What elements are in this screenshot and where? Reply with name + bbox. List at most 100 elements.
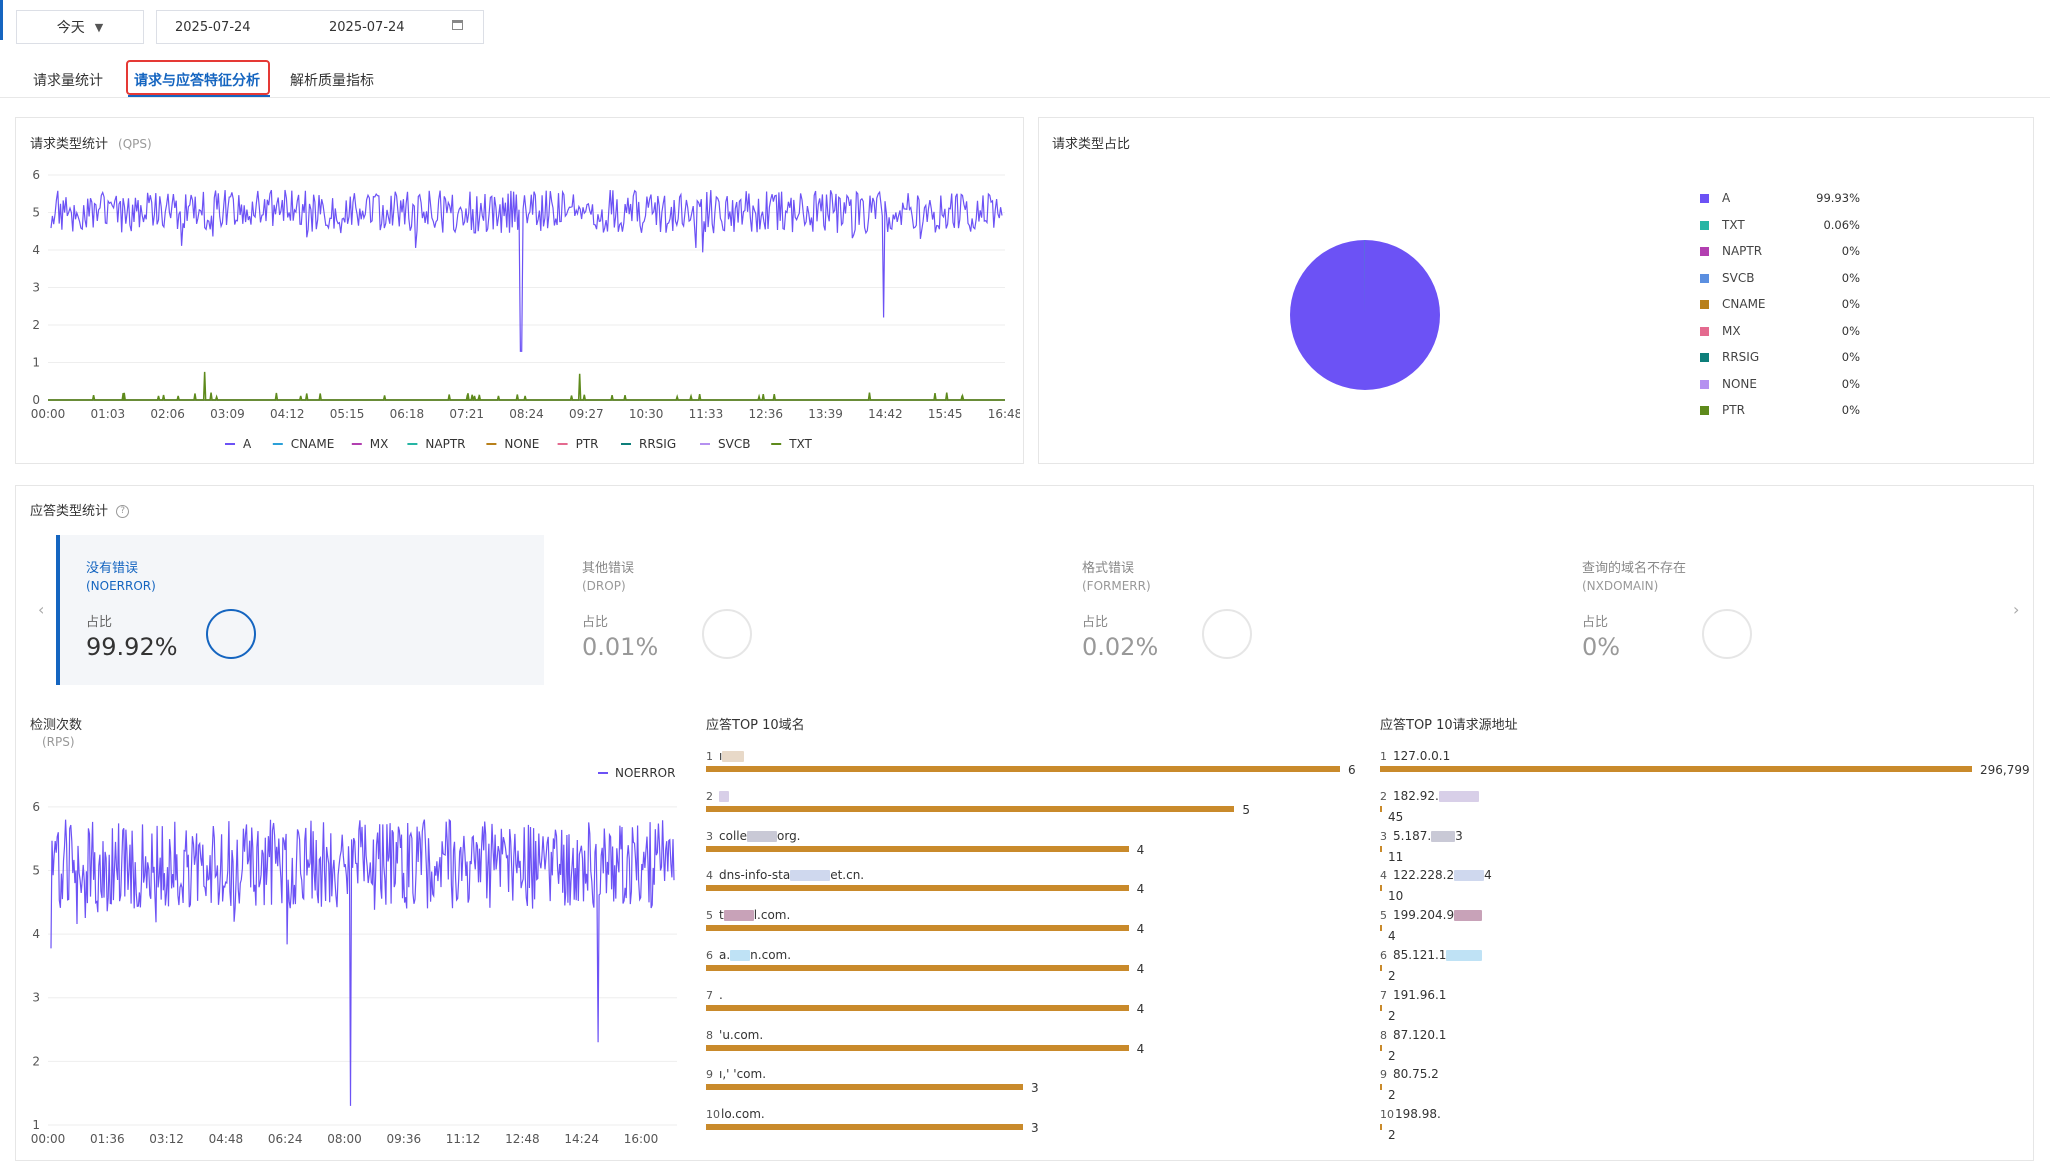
rank-label-text: t: [719, 908, 724, 923]
rank-label-tail: 4: [1484, 868, 1492, 883]
response-card-nxdomain[interactable]: 查询的域名不存在 (NXDOMAIN) 占比 0%: [1556, 535, 2044, 685]
rank-row[interactable]: 7 191.96.1 2: [1380, 988, 2030, 1029]
rank-label: 85.121.1: [1393, 948, 1483, 962]
rank-number: 6: [1380, 949, 1387, 962]
carousel-prev-arrow[interactable]: ‹: [38, 600, 45, 619]
rank-value: 4: [1136, 962, 1145, 976]
x-tick-label: 03:09: [210, 407, 245, 421]
rank-value: 45: [1388, 809, 1404, 824]
y-tick-label: 4: [32, 927, 40, 941]
rank-value: 4: [1136, 842, 1145, 857]
rank-value: 296,799: [1980, 763, 2030, 777]
rank-label: dns-info-sta et.cn.: [719, 868, 864, 882]
rank-row[interactable]: 9 80.75.2 2: [1380, 1067, 2030, 1108]
request-share-panel: [1038, 117, 2034, 464]
rank-row[interactable]: 9 ı,' 'com. 3: [706, 1067, 1366, 1108]
rank-value: 4: [1136, 922, 1145, 937]
rank-row[interactable]: 2 182.92. 45: [1380, 789, 2030, 830]
rank-row[interactable]: 10 lo.com. 3: [706, 1107, 1366, 1148]
rank-value: 5: [1242, 802, 1250, 817]
card-code: (NXDOMAIN): [1582, 579, 1659, 593]
rank-label: 182.92.: [1393, 789, 1479, 803]
legend-percent: 99.93%: [1816, 191, 1860, 205]
end-date[interactable]: 2025-07-24: [329, 20, 405, 35]
rank-row[interactable]: 5 199.204.9 4: [1380, 908, 2030, 949]
chart-title-text: 请求类型统计: [30, 137, 109, 152]
rank-bar: [706, 965, 1129, 971]
rank-row[interactable]: 8 87.120.1 2: [1380, 1028, 2030, 1069]
start-date[interactable]: 2025-07-24: [175, 20, 251, 35]
rank-label-text: 80.75.2: [1393, 1067, 1439, 1082]
rank-value: 4: [1136, 1001, 1145, 1016]
calendar-icon[interactable]: [452, 20, 463, 30]
rank-number: 10: [706, 1108, 720, 1122]
legend-percent: 0%: [1841, 323, 1860, 338]
response-card-drop[interactable]: 其他错误 (DROP) 占比 0.01%: [556, 535, 1044, 685]
tab-highlight-box: [126, 60, 270, 95]
rank-label-tail: org.: [777, 828, 801, 843]
rank-row[interactable]: 6 85.121.1 2: [1380, 948, 2030, 989]
rank-number: 9: [1380, 1068, 1387, 1082]
legend-label: TXT: [788, 437, 812, 451]
response-card-noerror[interactable]: 没有错误 (NOERROR) 占比 99.92%: [56, 535, 544, 685]
y-tick-label: 4: [32, 243, 40, 257]
x-tick-label: 11:33: [689, 407, 724, 421]
y-tick-label: 3: [32, 991, 40, 1005]
response-card-formerr[interactable]: 格式错误 (FORMERR) 占比 0.02%: [1056, 535, 1544, 685]
top-domains-title: 应答TOP 10域名: [706, 718, 805, 733]
rank-bar: [1380, 1044, 1382, 1051]
rank-row[interactable]: 8 'u.com. 4: [706, 1028, 1366, 1069]
help-icon[interactable]: ?: [116, 505, 130, 518]
y-tick-label: 1: [32, 356, 40, 370]
rank-row[interactable]: 3 5.187. 3 11: [1380, 829, 2030, 870]
legend-label: PTR: [576, 437, 599, 451]
tabs-divider: [0, 97, 2050, 98]
card-title: 查询的域名不存在: [1582, 561, 1687, 576]
rank-row[interactable]: 5 t l.com. 4: [706, 908, 1366, 949]
time-range-label: 今天: [56, 20, 85, 36]
rank-label-tail: l.com.: [753, 908, 791, 923]
legend-swatch: [1700, 353, 1709, 362]
card-value: 0.02%: [1082, 633, 1159, 661]
legend-name: CNAME: [1722, 297, 1766, 311]
rank-row[interactable]: 3 colle org. 4: [706, 828, 1366, 870]
rank-label-text: a.: [719, 948, 731, 962]
x-tick-label: 14:24: [564, 1132, 599, 1146]
rank-row[interactable]: 1 127.0.0.1 296,799: [1380, 749, 2030, 790]
legend-name: TXT: [1722, 217, 1745, 232]
rank-number: 9: [706, 1068, 713, 1082]
legend-percent: 0%: [1841, 270, 1860, 285]
card-code: (NOERROR): [86, 579, 156, 593]
legend-percent: 0%: [1841, 376, 1860, 391]
legend-label: SVCB: [718, 437, 750, 451]
time-range-select[interactable]: 今天 ▼: [16, 10, 144, 44]
rank-label: 122.228.2 4: [1393, 868, 1492, 882]
redacted-mask: [722, 751, 745, 762]
rank-label: ı: [719, 749, 745, 763]
tab-resolution-quality[interactable]: 解析质量指标: [290, 73, 374, 89]
rank-row[interactable]: 4 122.228.2 4 10: [1380, 868, 2030, 909]
rank-row[interactable]: 10 198.98. 2: [1380, 1107, 2030, 1148]
rank-label-text: 122.228.2: [1393, 868, 1455, 883]
rank-number: 5: [706, 909, 713, 923]
x-tick-label: 11:12: [446, 1132, 481, 1146]
rank-row[interactable]: 4 dns-info-sta et.cn. 4: [706, 868, 1366, 909]
rank-value: 2: [1388, 1088, 1396, 1103]
tab-request-response-analysis[interactable]: 请求与应答特征分析: [134, 73, 260, 89]
request-type-line-chart: 0 1 2 3 4 5 6 00:00 01:03 02:06 03:09 04:12 05:15 06:…: [31, 168, 1020, 451]
rank-number: 6: [706, 949, 713, 962]
rank-row[interactable]: 6 a. n.com. 4: [706, 948, 1366, 989]
date-range-picker[interactable]: 2025-07-24 2025-07-24: [156, 10, 484, 44]
rank-number: 1: [1380, 750, 1387, 763]
rank-number: 1: [706, 750, 713, 763]
rank-number: 8: [1380, 1028, 1387, 1042]
carousel-next-arrow[interactable]: ›: [2013, 600, 2020, 619]
tab-request-volume[interactable]: 请求量统计: [33, 73, 103, 89]
y-tick-label: 5: [32, 206, 40, 220]
x-tick-label: 15:45: [928, 407, 963, 421]
rank-label: 87.120.1: [1393, 1028, 1446, 1042]
rank-bar: [706, 1124, 1023, 1131]
rank-row[interactable]: 7.4: [706, 988, 1366, 1029]
